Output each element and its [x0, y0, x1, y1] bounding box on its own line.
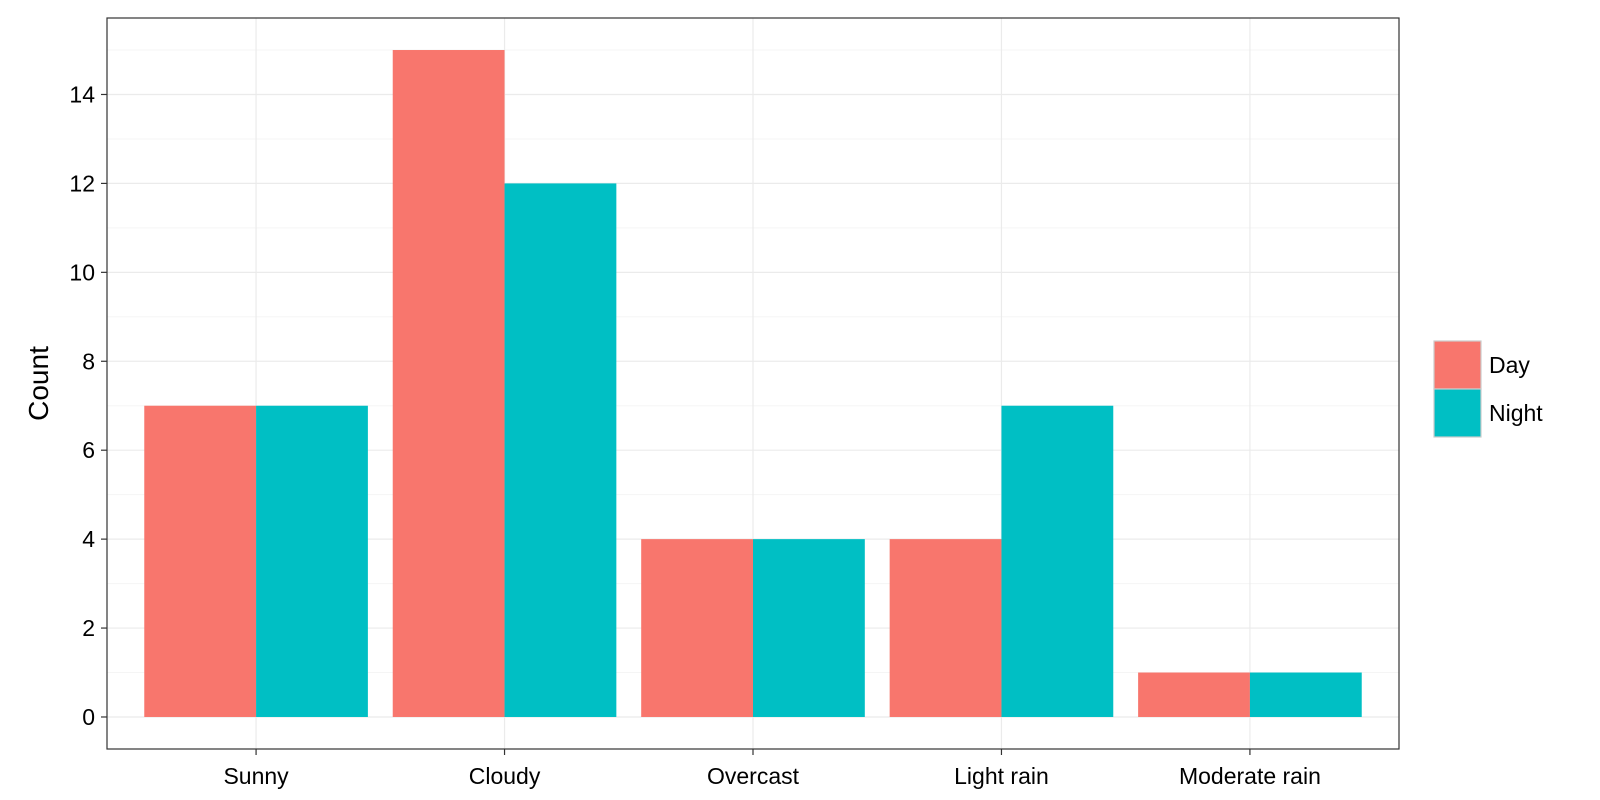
x-tick-label: Sunny [223, 763, 289, 789]
x-tick-label: Overcast [707, 763, 800, 789]
x-tick-label: Light rain [954, 763, 1049, 789]
bar [641, 539, 753, 717]
bar [256, 405, 368, 717]
bar [144, 405, 257, 717]
legend-key [1433, 340, 1482, 390]
bar [1249, 672, 1362, 717]
legend-label: Night [1489, 400, 1543, 426]
x-axis: Sunny Cloudy Overcast Light rain Moderate ra… [223, 749, 1321, 789]
bar [504, 183, 617, 717]
y-tick-label: 12 [69, 170, 95, 196]
bar [1138, 672, 1250, 717]
legend-key [1433, 388, 1482, 438]
bar [889, 539, 1002, 717]
y-axis-title: Count [23, 346, 54, 421]
bar [753, 539, 865, 717]
bars [144, 50, 1362, 717]
y-tick-label: 4 [82, 526, 95, 552]
y-tick-label: 6 [82, 437, 95, 463]
bar [1001, 405, 1114, 717]
y-tick-label: 2 [82, 615, 95, 641]
y-tick-label: 8 [82, 348, 95, 374]
y-tick-label: 0 [82, 704, 95, 730]
y-axis: 0 2 4 6 8 10 12 14 [69, 81, 107, 730]
x-tick-label: Cloudy [469, 763, 541, 789]
y-tick-label: 10 [69, 259, 95, 285]
y-tick-label: 14 [69, 81, 95, 107]
x-tick-label: Moderate rain [1179, 763, 1321, 789]
bar [392, 50, 505, 717]
legend-label: Day [1489, 352, 1530, 378]
legend: Day Night [1433, 340, 1543, 438]
